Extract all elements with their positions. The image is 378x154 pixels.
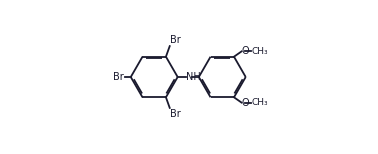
Text: O: O <box>242 46 249 56</box>
Text: CH₃: CH₃ <box>251 98 268 107</box>
Text: Br: Br <box>170 35 181 45</box>
Text: O: O <box>242 98 249 108</box>
Text: NH: NH <box>186 72 201 82</box>
Text: Br: Br <box>170 109 181 119</box>
Text: CH₃: CH₃ <box>251 47 268 56</box>
Text: Br: Br <box>113 72 124 82</box>
